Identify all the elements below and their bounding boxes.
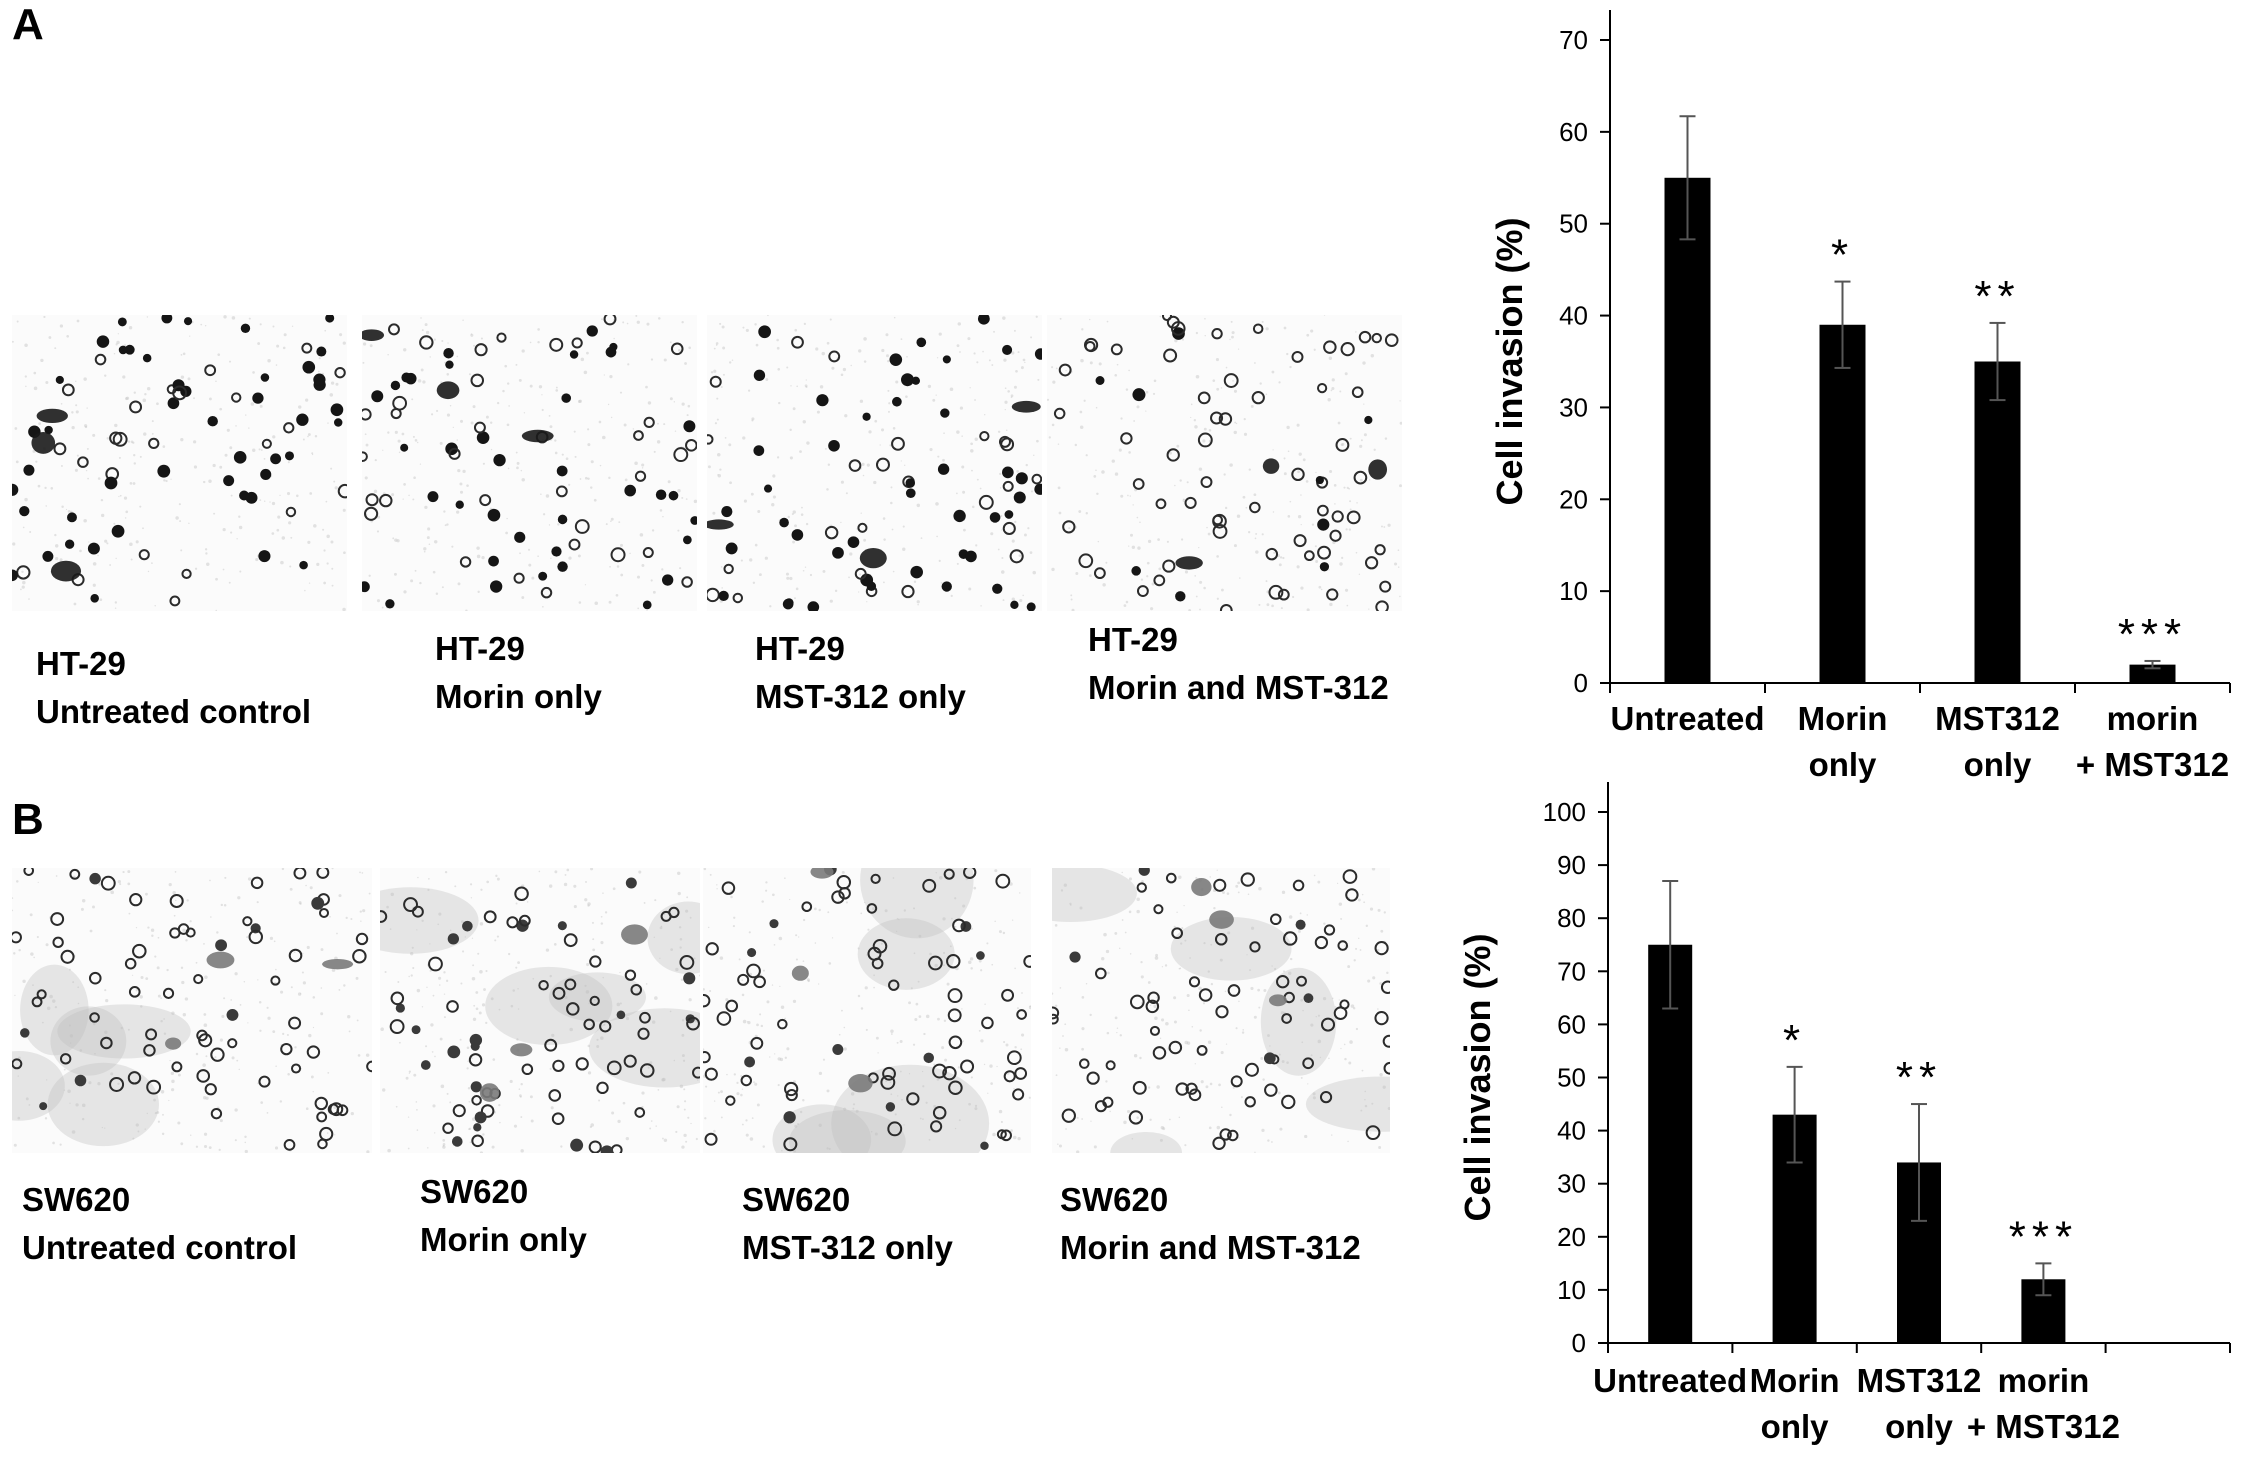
y-tick-label: 20 xyxy=(1557,1222,1586,1252)
micrograph-ht29-morin xyxy=(362,315,697,611)
chart-svg-sw620: 0 10 20 30 40 50 60 70 80 90 100 Cell invasion (%) U… xyxy=(1457,782,2231,1445)
caption-ht29-morin-mst312: HT-29 Morin and MST-312 xyxy=(1088,616,1389,712)
caption-ht29-morin: HT-29 Morin only xyxy=(435,625,602,721)
y-tick-label: 0 xyxy=(1572,1328,1586,1358)
category-label: only xyxy=(1964,746,2032,783)
caption-cell-line: HT-29 xyxy=(1088,621,1178,658)
significance-marker: ** xyxy=(1896,1053,1942,1102)
y-tick-label: 80 xyxy=(1557,903,1586,933)
y-tick-label: 60 xyxy=(1557,1009,1586,1039)
micrograph-ht29-morin-mst312 xyxy=(1047,315,1402,611)
caption-treatment: Untreated control xyxy=(36,693,312,730)
caption-cell-line: HT-29 xyxy=(36,645,126,682)
caption-sw620-mst312: SW620 MST-312 only xyxy=(742,1176,953,1272)
significance-marker: *** xyxy=(2118,610,2187,659)
caption-sw620-morin: SW620 Morin only xyxy=(420,1168,587,1264)
y-tick-label: 90 xyxy=(1557,850,1586,880)
bar xyxy=(1819,324,1866,683)
caption-cell-line: HT-29 xyxy=(755,630,845,667)
caption-cell-line: SW620 xyxy=(22,1181,131,1218)
y-tick-label: 70 xyxy=(1557,956,1586,986)
caption-sw620-untreated: SW620 Untreated control xyxy=(22,1176,297,1272)
caption-treatment: Morin only xyxy=(420,1221,587,1258)
micrograph-sw620-morin-mst312 xyxy=(1052,868,1390,1153)
caption-treatment: MST-312 only xyxy=(742,1229,953,1266)
category-label: + MST312 xyxy=(1967,1408,2120,1445)
caption-cell-line: HT-29 xyxy=(435,630,525,667)
category-label: MST312 xyxy=(1935,700,2060,737)
caption-treatment: Morin only xyxy=(435,678,602,715)
y-tick-label: 50 xyxy=(1559,209,1588,239)
y-tick-label: 60 xyxy=(1559,117,1588,147)
bar xyxy=(1648,944,1693,1343)
y-tick-label: 40 xyxy=(1559,301,1588,331)
significance-marker: * xyxy=(1783,1016,1806,1065)
category-label: only xyxy=(1885,1408,1953,1445)
category-label: only xyxy=(1761,1408,1829,1445)
y-tick-label: 100 xyxy=(1543,797,1586,827)
caption-treatment: Untreated control xyxy=(22,1229,298,1266)
category-label: Untreated xyxy=(1593,1362,1747,1399)
bar xyxy=(1664,177,1711,684)
category-label: morin xyxy=(1998,1362,2090,1399)
category-label: only xyxy=(1809,746,1877,783)
y-tick-label: 30 xyxy=(1559,392,1588,422)
bar xyxy=(1974,361,2021,683)
micrograph-ht29-mst312 xyxy=(707,315,1042,611)
caption-cell-line: SW620 xyxy=(742,1181,851,1218)
category-label: morin xyxy=(2107,700,2199,737)
y-tick-label: 70 xyxy=(1559,25,1588,55)
y-tick-label: 50 xyxy=(1557,1063,1586,1093)
bar-chart-ht29: 0 10 20 30 40 50 60 70 Cell invasion (%) Untreate… xyxy=(1460,0,2240,800)
category-label: Morin xyxy=(1750,1362,1840,1399)
caption-cell-line: SW620 xyxy=(420,1173,529,1210)
micrograph-sw620-morin xyxy=(380,868,700,1153)
caption-treatment: Morin and MST-312 xyxy=(1088,669,1389,706)
y-axis-label: Cell invasion (%) xyxy=(1457,933,1498,1221)
significance-marker: *** xyxy=(2009,1212,2078,1261)
y-tick-label: 40 xyxy=(1557,1116,1586,1146)
category-label: + MST312 xyxy=(2076,746,2229,783)
y-tick-label: 30 xyxy=(1557,1169,1586,1199)
y-tick-label: 10 xyxy=(1557,1275,1586,1305)
panel-label-b: B xyxy=(12,795,44,844)
caption-cell-line: SW620 xyxy=(1060,1181,1169,1218)
caption-ht29-untreated: HT-29 Untreated control xyxy=(36,640,311,736)
micrograph-sw620-untreated xyxy=(12,868,372,1153)
category-label: MST312 xyxy=(1857,1362,1982,1399)
significance-marker: * xyxy=(1831,231,1854,280)
panel-label-a: A xyxy=(12,0,44,49)
caption-treatment: Morin and MST-312 xyxy=(1060,1229,1361,1266)
bar xyxy=(2129,664,2176,683)
caption-treatment: MST-312 only xyxy=(755,678,966,715)
category-label: Morin xyxy=(1798,700,1888,737)
significance-marker: ** xyxy=(1974,272,2020,321)
micrograph-sw620-mst312 xyxy=(703,868,1031,1153)
bar-chart-sw620: 0 10 20 30 40 50 60 70 80 90 100 Cell invasion (%) U… xyxy=(1440,780,2240,1457)
micrograph-ht29-untreated xyxy=(12,315,347,611)
y-tick-label: 20 xyxy=(1559,484,1588,514)
caption-ht29-mst312: HT-29 MST-312 only xyxy=(755,625,966,721)
y-tick-label: 0 xyxy=(1574,668,1588,698)
y-axis-label: Cell invasion (%) xyxy=(1489,217,1530,505)
caption-sw620-morin-mst312: SW620 Morin and MST-312 xyxy=(1060,1176,1361,1272)
category-label: Untreated xyxy=(1610,700,1764,737)
chart-svg-ht29: 0 10 20 30 40 50 60 70 Cell invasion (%) Untreate… xyxy=(1489,10,2231,783)
y-tick-label: 10 xyxy=(1559,576,1588,606)
